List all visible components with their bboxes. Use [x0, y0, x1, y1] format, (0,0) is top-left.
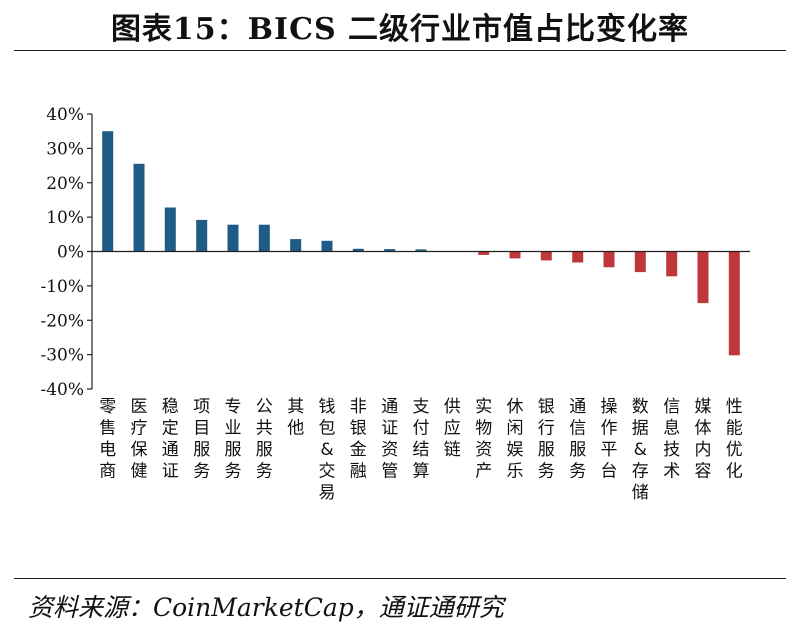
category-label: 操作平台 [601, 397, 618, 482]
y-tick-label: -30% [40, 346, 84, 366]
category-labels: 零售电商医疗保健稳定通证项目服务专业服务公共服务其他钱包&交易非银金融通证资管支… [99, 397, 743, 503]
category-label: 通信服务 [569, 397, 586, 482]
bar [728, 251, 740, 356]
bar [321, 240, 333, 252]
y-axis: 40% 30% 20% 10% 0% -10% -20% -30% -40% [40, 105, 93, 400]
bars [102, 131, 740, 356]
bar [697, 251, 709, 304]
y-tick-label: 0% [57, 243, 84, 263]
bar [196, 219, 208, 252]
category-label: 稳定通证 [162, 397, 179, 482]
bar [384, 249, 396, 252]
y-tick-label: 10% [46, 208, 84, 228]
category-label: 信息技术 [663, 397, 680, 482]
bar [572, 251, 584, 263]
bar [478, 251, 490, 255]
bar [634, 251, 646, 273]
category-label: 钱包&交易 [319, 397, 336, 503]
y-tick-label: -10% [40, 277, 84, 297]
source-divider [14, 578, 786, 579]
title-divider [14, 50, 786, 51]
category-label: 其他 [287, 397, 304, 439]
y-tick-label: -20% [40, 311, 84, 331]
bar [290, 239, 302, 252]
y-tick-label: 20% [46, 174, 84, 194]
category-label: 休闲娱乐 [507, 397, 524, 482]
bar [415, 249, 427, 252]
y-tick-label: 40% [46, 105, 84, 125]
category-label: 项目服务 [193, 397, 210, 482]
bar [133, 163, 145, 252]
category-label: 性能优化 [726, 397, 743, 482]
bar [258, 224, 270, 252]
bar [666, 251, 678, 277]
chart-title: 图表15：BICS 二级行业市值占比变化率 [110, 12, 690, 47]
category-label: 医疗保健 [131, 397, 148, 482]
bar [603, 251, 615, 268]
bar [102, 131, 114, 252]
category-label: 公共服务 [256, 397, 273, 482]
bar [540, 251, 552, 261]
bar [509, 251, 521, 259]
category-label: 非银金融 [350, 397, 367, 482]
category-label: 实物资产 [475, 397, 492, 482]
bar-chart: 40% 30% 20% 10% 0% -10% -20% -30% -40% 零售电商医疗保健稳… [40, 105, 750, 503]
category-label: 供应链 [444, 397, 461, 460]
category-label: 媒体内容 [695, 397, 712, 482]
category-label: 数据&存储 [632, 397, 649, 503]
bar [164, 207, 176, 252]
category-label: 专业服务 [225, 397, 242, 482]
category-label: 通证资管 [381, 397, 398, 482]
source-note: 资料来源：CoinMarketCap，通证通研究 [28, 593, 504, 622]
category-label: 零售电商 [99, 397, 116, 482]
y-tick-label: 30% [46, 139, 84, 159]
bar [227, 224, 239, 252]
category-label: 银行服务 [538, 397, 555, 482]
category-label: 支付结算 [413, 397, 430, 482]
y-tick-label: -40% [40, 380, 84, 400]
bar [352, 248, 364, 252]
